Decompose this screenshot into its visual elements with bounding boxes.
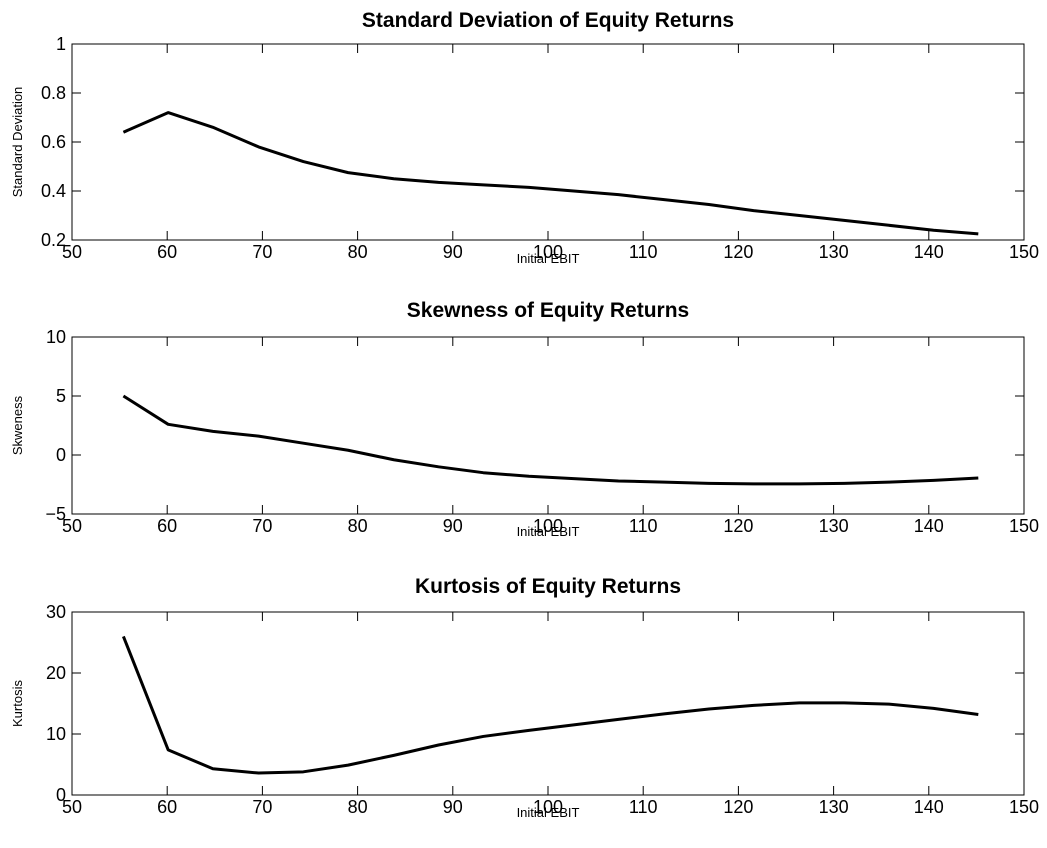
y-axis-label: Standard Deviation [10, 87, 25, 198]
chart-title: Skewness of Equity Returns [407, 299, 689, 322]
x-tick-label: 70 [252, 516, 272, 536]
x-tick-label: 110 [629, 516, 658, 536]
x-tick-label: 90 [443, 242, 463, 262]
x-tick-label: 70 [252, 242, 272, 262]
y-tick-label: 20 [46, 663, 66, 683]
x-tick-label: 50 [62, 242, 82, 262]
y-tick-label: 0.6 [41, 132, 66, 152]
x-axis-label: Initial EBIT [517, 524, 580, 539]
chart-title: Standard Deviation of Equity Returns [362, 9, 734, 32]
x-axis-label: Initial EBIT [517, 251, 580, 266]
x-tick-label: 150 [1009, 516, 1039, 536]
x-tick-label: 70 [252, 797, 272, 817]
x-tick-label: 90 [443, 797, 463, 817]
axes-box [71, 336, 1025, 515]
y-tick-label: 5 [56, 386, 66, 406]
x-tick-label: 60 [157, 797, 177, 817]
x-tick-label: 140 [914, 516, 944, 536]
x-tick-label: 80 [348, 242, 368, 262]
x-tick-label: 120 [723, 516, 753, 536]
y-tick-label: 0 [56, 445, 66, 465]
y-tick-label: 0.8 [41, 83, 66, 103]
x-tick-label: 110 [629, 242, 658, 262]
y-tick-label: 0.4 [41, 181, 66, 201]
data-line [122, 394, 979, 486]
y-tick-label: 10 [46, 327, 66, 347]
x-tick-label: 100 [533, 797, 563, 817]
x-tick-label: 140 [914, 797, 944, 817]
x-tick-label: 130 [819, 797, 849, 817]
x-tick-label: 120 [723, 242, 753, 262]
x-tick-label: 60 [157, 516, 177, 536]
x-tick-label: 110 [629, 797, 658, 817]
x-tick-label: 80 [348, 797, 368, 817]
x-tick-label: 150 [1009, 242, 1039, 262]
x-tick-label: 130 [819, 516, 849, 536]
x-tick-label: 100 [533, 242, 563, 262]
x-tick-label: 90 [443, 516, 463, 536]
y-axis-label: Kurtosis [10, 680, 25, 727]
x-tick-label: 120 [723, 797, 753, 817]
data-line [122, 635, 979, 775]
y-tick-label: −5 [45, 504, 66, 524]
y-tick-label: 0 [56, 785, 66, 805]
chart-title: Kurtosis of Equity Returns [415, 575, 681, 598]
x-tick-label: 150 [1009, 797, 1039, 817]
x-tick-label: 140 [914, 242, 944, 262]
y-tick-label: 1 [56, 34, 66, 54]
x-tick-label: 50 [62, 516, 82, 536]
x-axis-label: Initial EBIT [517, 805, 580, 820]
y-tick-label: 0.2 [41, 230, 66, 250]
y-axis-label: Skweness [10, 395, 25, 455]
data-line [122, 111, 979, 236]
x-tick-label: 50 [62, 797, 82, 817]
axes-box [71, 43, 1025, 241]
x-tick-label: 60 [157, 242, 177, 262]
x-tick-label: 80 [348, 516, 368, 536]
x-tick-label: 100 [533, 516, 563, 536]
y-tick-label: 30 [46, 602, 66, 622]
y-tick-label: 10 [46, 724, 66, 744]
x-tick-label: 130 [819, 242, 849, 262]
